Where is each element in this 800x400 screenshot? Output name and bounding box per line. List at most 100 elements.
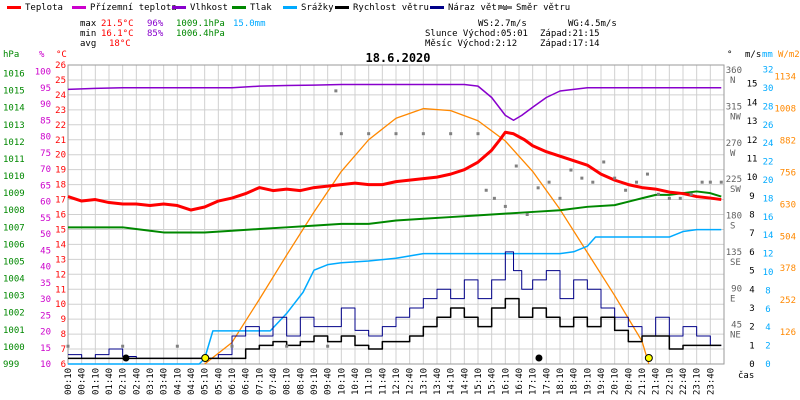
tick-x: 01:10 — [91, 368, 101, 395]
stat-ws: WS:2.7m/s — [478, 19, 527, 29]
tick-compass: NW — [730, 112, 741, 122]
chart-axes: hPa1016101510141013101210111010100910081… — [3, 50, 800, 395]
legend-swatch-rain — [283, 6, 297, 9]
tick-compass: SW — [730, 185, 741, 195]
stat-max-temp: 21.5°C — [101, 19, 134, 29]
axis-label-mm: mm — [762, 50, 773, 60]
direction-point — [645, 172, 649, 176]
series-line-humidity — [67, 83, 722, 121]
tick-ms: 5 — [749, 267, 754, 277]
direction-point — [326, 344, 330, 348]
legend-label-pressure: Tlak — [250, 3, 272, 13]
tick-mm: 18 — [763, 194, 774, 204]
direction-point — [719, 180, 723, 184]
tick-x: 21:40 — [652, 368, 662, 395]
legend-label-humidity: Vlhkost — [190, 3, 228, 13]
series-line-temp — [67, 130, 722, 212]
direction-point — [547, 180, 551, 184]
tick-mm: 22 — [763, 158, 774, 168]
tick-x: 16:40 — [515, 368, 525, 395]
tick-ms: 1 — [749, 341, 754, 351]
tick-mm: 20 — [763, 176, 774, 186]
tick-x: 22:40 — [679, 368, 689, 395]
tick-degc: 25 — [55, 76, 66, 86]
tick-degc: 10 — [55, 300, 66, 310]
chart-legend: Teplota Přízemní teplota Vlhkost Tlak Srážky… — [7, 3, 570, 13]
series-line-wind — [68, 297, 722, 360]
tick-hpa: 1009 — [3, 189, 25, 199]
direction-point — [394, 132, 398, 136]
direction-point — [591, 180, 595, 184]
tick-x: 14:40 — [460, 368, 470, 395]
tick-ms: 9 — [749, 192, 754, 202]
tick-ms: 3 — [749, 304, 754, 314]
tick-hpa: 1015 — [3, 87, 25, 97]
tick-pct: 40 — [40, 263, 51, 273]
stat-max-hum: 96% — [147, 19, 164, 29]
chart-grid — [67, 64, 725, 365]
direction-point — [121, 344, 125, 348]
legend-swatch-direction — [498, 6, 512, 9]
tick-ms: 13 — [747, 117, 758, 127]
tick-x: 04:10 — [173, 368, 183, 395]
legend-label-gust: Náraz větru — [448, 3, 508, 13]
tick-x: 21:10 — [638, 368, 648, 395]
tick-x: 03:40 — [160, 368, 170, 395]
legend-label-wind: Rychlost větru — [353, 3, 429, 13]
tick-x: 18:10 — [556, 368, 566, 395]
tick-dir: 180 — [726, 212, 742, 222]
tick-hpa: 1008 — [3, 206, 25, 216]
tick-hpa: 1005 — [3, 257, 25, 267]
stat-max-rain: 15.0mm — [233, 19, 266, 29]
tick-x: 05:40 — [214, 368, 224, 395]
stat-sun-rise: Slunce Východ:05:01 — [425, 29, 528, 39]
direction-point — [285, 344, 289, 348]
stat-min-press: 1006.4hPa — [176, 29, 225, 39]
direction-point — [503, 204, 507, 208]
tick-compass: W — [730, 149, 736, 159]
stat-max-label: max — [80, 19, 97, 29]
direction-point — [580, 176, 584, 180]
tick-degc: 23 — [55, 106, 66, 116]
tick-mm: 0 — [765, 360, 770, 370]
tick-pct: 30 — [40, 295, 51, 305]
tick-x: 02:40 — [132, 368, 142, 395]
tick-hpa: 1002 — [3, 309, 25, 319]
tick-x: 02:10 — [119, 368, 129, 395]
tick-x: 06:40 — [242, 368, 252, 395]
tick-x: 08:40 — [296, 368, 306, 395]
tick-mm: 32 — [763, 66, 774, 76]
tick-ms: 7 — [749, 229, 754, 239]
tick-degc: 14 — [55, 240, 66, 250]
series-line-rain — [68, 228, 722, 365]
tick-ms: 15 — [747, 80, 758, 90]
legend-swatch-wind — [335, 6, 349, 9]
direction-point — [678, 196, 682, 200]
tick-x: 23:10 — [693, 368, 703, 395]
tick-dir: 90 — [731, 284, 742, 294]
tick-x: 01:40 — [105, 368, 115, 395]
tick-degc: 6 — [61, 360, 66, 370]
tick-hpa: 1010 — [3, 172, 25, 182]
tick-mm: 16 — [763, 213, 774, 223]
tick-pct: 10 — [40, 360, 51, 370]
tick-x: 15:40 — [488, 368, 498, 395]
tick-x: 10:10 — [337, 368, 347, 395]
direction-point — [230, 344, 234, 348]
direction-point — [492, 196, 496, 200]
tick-degc: 11 — [55, 285, 66, 295]
tick-ms: 8 — [749, 211, 754, 221]
tick-hpa: 1006 — [3, 240, 25, 250]
direction-point — [421, 132, 425, 136]
tick-x: 09:40 — [324, 368, 334, 395]
moon-marker — [535, 354, 543, 362]
x-axis-label: čas — [738, 370, 754, 381]
tick-x: 14:10 — [447, 368, 457, 395]
sun-marker — [644, 354, 653, 362]
tick-x: 09:10 — [310, 368, 320, 395]
tick-degc: 16 — [55, 211, 66, 221]
tick-x: 00:40 — [78, 368, 88, 395]
tick-mm: 30 — [763, 84, 774, 94]
direction-point — [66, 344, 70, 348]
tick-degc: 9 — [61, 315, 66, 325]
